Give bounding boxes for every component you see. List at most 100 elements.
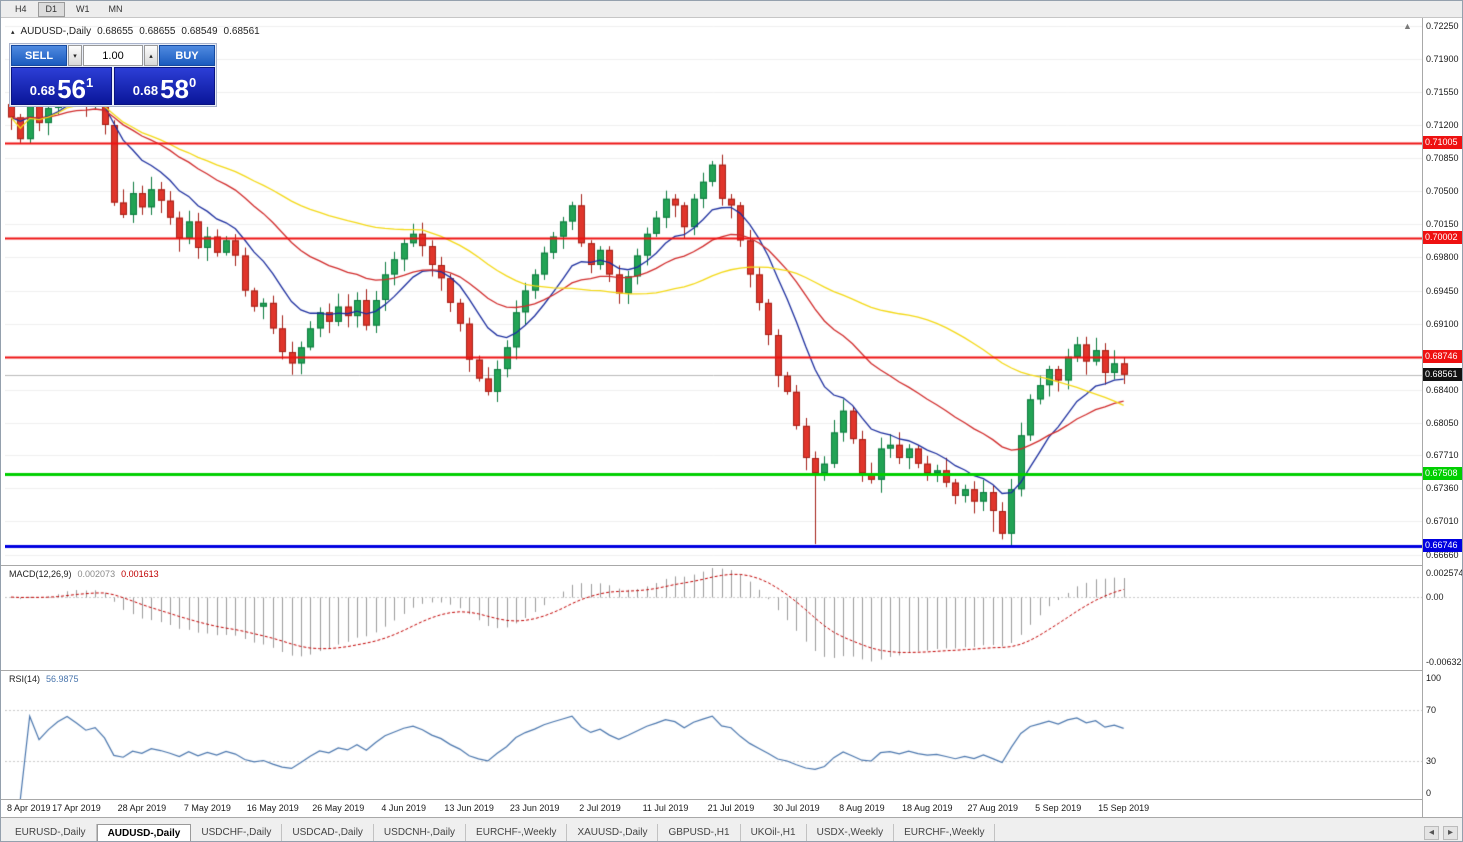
chart-tab-GBPUSD-H1[interactable]: GBPUSD-,H1 [658,824,741,841]
date-label: 27 Aug 2019 [967,803,1019,813]
macd-main-value: 0.002073 [77,569,116,579]
macd-label: MACD(12,26,9) 0.002073 0.001613 [9,569,159,579]
chart-tab-EURUSD-Daily[interactable]: EURUSD-,Daily [5,824,97,841]
date-label: 13 Jun 2019 [444,803,494,813]
sell-price-display[interactable]: 0.68 56 1 [11,67,112,105]
rsi-scale-0: 0 [1426,788,1432,798]
date-label: 23 Jun 2019 [509,803,560,813]
chart-tab-XAUUSD-Daily[interactable]: XAUUSD-,Daily [567,824,659,841]
chart-symbol-label: AUDUSD-,Daily [20,26,92,37]
chart-title: ▴ AUDUSD-,Daily 0.68655 0.68655 0.68549 … [11,26,260,37]
price-tick: 0.70150 [1426,219,1459,230]
macd-scale-max: 0.002574 [1426,568,1463,578]
auto-scroll-marker-icon[interactable]: ▲ [1403,21,1412,31]
chart-high-value: 0.68655 [139,26,176,37]
price-tick: 0.71900 [1426,53,1459,64]
rsi-scale-30: 30 [1426,755,1437,766]
chart-low-value: 0.68549 [181,26,218,37]
timeframe-button-MN[interactable]: MN [101,2,131,17]
chart-tab-EURCHF-Weekly[interactable]: EURCHF-,Weekly [894,824,996,841]
date-label: 16 May 2019 [246,803,299,813]
rsi-panel-splitter[interactable] [1,670,1462,671]
price-tick: 0.69450 [1426,285,1459,296]
rsi-indicator-canvas[interactable] [5,672,1422,799]
date-label: 17 Apr 2019 [52,803,101,813]
macd-name: MACD(12,26,9) [9,569,72,579]
date-axis[interactable]: 8 Apr 2019 17 Apr 2019 28 Apr 2019 7 May 20… [5,801,1422,817]
symbol-collapse-icon[interactable]: ▴ [11,28,15,36]
price-tick: 0.66660 [1426,549,1459,560]
price-tick: 0.69800 [1426,252,1459,263]
sell-price-big-digits: 56 [57,74,86,104]
chart-tab-USDCAD-Daily[interactable]: USDCAD-,Daily [282,824,374,841]
tab-scroll-left-icon[interactable]: ◂ [1424,826,1439,840]
date-label: 28 Apr 2019 [117,803,167,813]
timeframe-button-W1[interactable]: W1 [68,2,98,17]
hline-price-tag: 0.68746 [1423,350,1462,364]
date-label: 5 Sep 2019 [1035,803,1082,813]
chart-tab-USDX-Weekly[interactable]: USDX-,Weekly [807,824,895,841]
macd-indicator-canvas[interactable] [5,567,1422,668]
price-tick: 0.71550 [1426,86,1459,97]
volume-input[interactable] [83,45,143,66]
sell-price-pip-digit: 1 [86,75,94,90]
tab-scroll-controls: ◂ ▸ [1424,826,1458,840]
chart-tab-EURCHF-Weekly[interactable]: EURCHF-,Weekly [466,824,568,841]
hline-price-tag: 0.66746 [1423,539,1462,553]
timeframe-button-D1[interactable]: D1 [37,1,66,17]
price-tick: 0.70500 [1426,186,1459,197]
date-label: 30 Jul 2019 [773,803,820,813]
chart-tab-AUDUSD-Daily[interactable]: AUDUSD-,Daily [96,824,192,841]
date-axis-separator [1,799,1462,800]
date-label: 7 May 2019 [183,803,231,813]
hline-price-tag: 0.71005 [1423,136,1462,150]
chart-tab-UKOil-H1[interactable]: UKOil-,H1 [741,824,807,841]
price-tick: 0.67010 [1426,516,1459,527]
chart-open-value: 0.68655 [97,26,134,37]
chart-tab-bar: EURUSD-,Daily AUDUSD-,Daily USDCHF-,Daily U… [1,823,996,841]
hline-price-tag: 0.67508 [1423,467,1462,481]
chart-tab-strip: EURUSD-,Daily AUDUSD-,Daily USDCHF-,Daily U… [1,817,1462,841]
price-tick: 0.68050 [1426,418,1459,429]
chart-tab-USDCNH-Daily[interactable]: USDCNH-,Daily [374,824,467,841]
date-label: 8 Aug 2019 [839,803,885,813]
price-tick: 0.69100 [1426,318,1459,329]
price-tick: 0.70850 [1426,153,1459,164]
price-tick: 0.71200 [1426,119,1459,130]
main-chart-canvas[interactable] [5,19,1422,564]
price-tick: 0.67360 [1426,483,1459,494]
rsi-scale-70: 70 [1426,705,1437,716]
price-tick: 0.68400 [1426,384,1459,395]
price-tick: 0.72250 [1426,20,1459,31]
rsi-scale-100: 100 [1426,673,1442,683]
buy-button[interactable]: BUY [159,45,215,66]
price-tick: 0.67710 [1426,450,1459,461]
volume-decrease-button[interactable]: ▾ [68,45,82,66]
chart-close-value: 0.68561 [223,26,260,37]
rsi-label: RSI(14) 56.9875 [9,674,79,684]
rsi-name: RSI(14) [9,674,41,684]
buy-price-pip-digit: 0 [189,75,197,90]
date-label: 8 Apr 2019 [7,803,51,813]
date-label: 11 Jul 2019 [642,803,689,813]
macd-panel-splitter[interactable] [1,565,1462,566]
sell-button[interactable]: SELL [11,45,67,66]
buy-price-big-digits: 58 [160,74,189,104]
tab-scroll-right-icon[interactable]: ▸ [1443,826,1458,840]
date-label: 21 Jul 2019 [707,803,755,813]
macd-scale-zero: 0.00 [1426,592,1444,603]
date-label: 18 Aug 2019 [902,803,953,813]
timeframe-button-H4[interactable]: H4 [7,2,35,17]
macd-scale-min: -0.006326 [1426,657,1463,667]
scale-corner-box [1422,801,1462,817]
macd-signal-value: 0.001613 [121,569,159,579]
date-label: 4 Jun 2019 [381,803,426,813]
buy-price-display[interactable]: 0.68 58 0 [114,67,215,105]
date-label: 2 Jul 2019 [579,803,621,813]
hline-price-tag: 0.70002 [1423,231,1462,245]
chart-tab-USDCHF-Daily[interactable]: USDCHF-,Daily [191,824,283,841]
volume-increase-button[interactable]: ▴ [144,45,158,66]
price-scale[interactable]: 0.72250 0.71900 0.71550 0.71200 0.70850 0.705… [1422,18,1463,817]
